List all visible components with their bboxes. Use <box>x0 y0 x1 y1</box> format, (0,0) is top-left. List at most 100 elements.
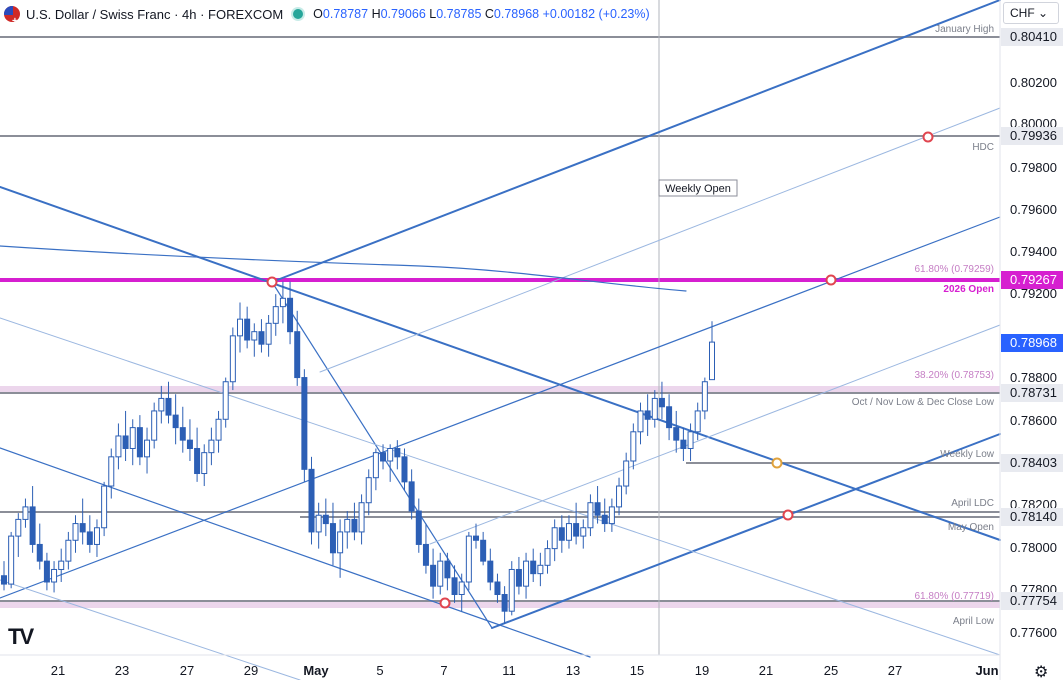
label-fib-61-low: 61.80% (0.77719) <box>914 591 994 602</box>
x-tick: 27 <box>180 663 194 678</box>
x-tick: May <box>303 663 329 678</box>
candle-body <box>29 506 36 545</box>
marker-2026-open <box>825 274 837 286</box>
candle-body <box>465 535 472 583</box>
candle-body <box>480 539 487 562</box>
candle-body <box>644 410 651 420</box>
trend-lines <box>0 0 1001 680</box>
candle-body <box>501 594 508 612</box>
candle-body <box>351 518 358 533</box>
candle-body <box>687 431 694 449</box>
candle-body <box>580 527 587 537</box>
candle-body <box>551 527 558 550</box>
x-tick: 5 <box>376 663 383 678</box>
candle-body <box>673 427 680 441</box>
label-2026-open: 2026 Open <box>943 284 994 295</box>
candle-body <box>344 518 351 533</box>
candle-body <box>8 535 15 585</box>
candle-body <box>587 502 594 529</box>
candle-body <box>194 447 201 475</box>
candle-body <box>237 318 243 337</box>
candle-body <box>608 506 615 525</box>
x-tick: 27 <box>888 663 902 678</box>
x-tick: 19 <box>695 663 709 678</box>
candle-body <box>601 514 608 525</box>
candle-body <box>279 297 286 308</box>
candle-body <box>494 581 501 596</box>
candle-body <box>294 331 301 379</box>
candle-body <box>158 397 165 412</box>
candle-body <box>1 575 7 585</box>
tradingview-logo[interactable]: TV <box>8 624 34 649</box>
label-fib-38: 38.20% (0.78753) <box>914 370 994 381</box>
gear-icon[interactable]: ⚙ <box>1034 664 1049 681</box>
candle-body <box>658 397 665 408</box>
candle-body <box>222 381 229 420</box>
fib-band-618-low <box>0 600 1000 608</box>
candle-body <box>573 523 580 537</box>
candle-body <box>666 406 673 429</box>
candle-body <box>93 527 100 545</box>
candle-body <box>680 439 687 449</box>
candle-body <box>72 523 79 541</box>
candle-body <box>694 410 701 433</box>
price-label-may-open: 0.78140 <box>1001 508 1063 526</box>
price-label-current: 0.78968 <box>1001 334 1063 352</box>
chart-header: U.S. Dollar / Swiss Franc · 4h · FOREXCO… <box>4 4 650 24</box>
label-fib-61-top: 61.80% (0.79259) <box>914 264 994 275</box>
candle-body <box>594 502 601 516</box>
x-tick: Jun <box>975 663 998 678</box>
candle-body <box>544 548 551 566</box>
candle-body <box>623 460 630 487</box>
candle-body <box>701 381 708 412</box>
candle-body <box>508 568 515 612</box>
candle-body <box>215 418 222 441</box>
candle-body <box>22 506 29 520</box>
candle-body <box>51 568 58 583</box>
x-tick: 15 <box>630 663 644 678</box>
candle-body <box>523 560 530 587</box>
candle-body <box>372 452 379 479</box>
candle-body <box>387 447 394 462</box>
candle-body <box>58 560 65 570</box>
candle-body <box>108 456 115 487</box>
symbol-title[interactable]: U.S. Dollar / Swiss Franc · 4h · FOREXCO… <box>26 6 284 22</box>
candle-body <box>258 331 265 345</box>
candle-body <box>115 435 122 458</box>
candle-body <box>136 427 143 458</box>
candle-body <box>165 397 172 416</box>
weekly-open-label: Weekly Open <box>665 183 731 195</box>
candle-body <box>329 523 336 554</box>
candle-body <box>473 535 479 541</box>
candle-body <box>530 560 537 575</box>
y-tick: 0.80200 <box>1010 75 1057 90</box>
candle-body <box>337 531 344 554</box>
candle-body <box>122 435 129 449</box>
price-label-april-low: 0.77754 <box>1001 592 1063 610</box>
marker-hdc <box>922 131 934 143</box>
label-april-low: April Low <box>953 616 995 627</box>
candle-body <box>229 335 236 383</box>
ohlc-values: O0.78787 H0.79066 L0.78785 C0.78968 +0.0… <box>313 7 650 21</box>
price-label-weekly-low: 0.78403 <box>1001 454 1063 472</box>
market-open-icon <box>293 9 304 19</box>
marker-may-open <box>782 509 794 521</box>
candle-body <box>444 560 451 579</box>
label-january-high: January High <box>935 24 994 35</box>
marker-low-pivot <box>439 597 451 609</box>
price-label-hdc: 0.79936 <box>1001 127 1063 145</box>
candle-body <box>458 581 465 596</box>
candle-body <box>179 427 186 441</box>
candle-body <box>408 481 415 512</box>
label-may-open: May Open <box>948 522 994 533</box>
price-label-jan-high: 0.80410 <box>1001 28 1063 46</box>
candle-body <box>151 410 158 441</box>
label-hdc: HDC <box>972 142 994 153</box>
currency-button[interactable]: CHF ⌄ <box>1003 2 1059 24</box>
candle-body <box>79 523 86 533</box>
price-label-oct-nov: 0.78731 <box>1001 384 1063 402</box>
usd-chf-flag-icon <box>4 6 20 22</box>
candle-body <box>487 560 494 583</box>
candle-body <box>394 447 401 458</box>
